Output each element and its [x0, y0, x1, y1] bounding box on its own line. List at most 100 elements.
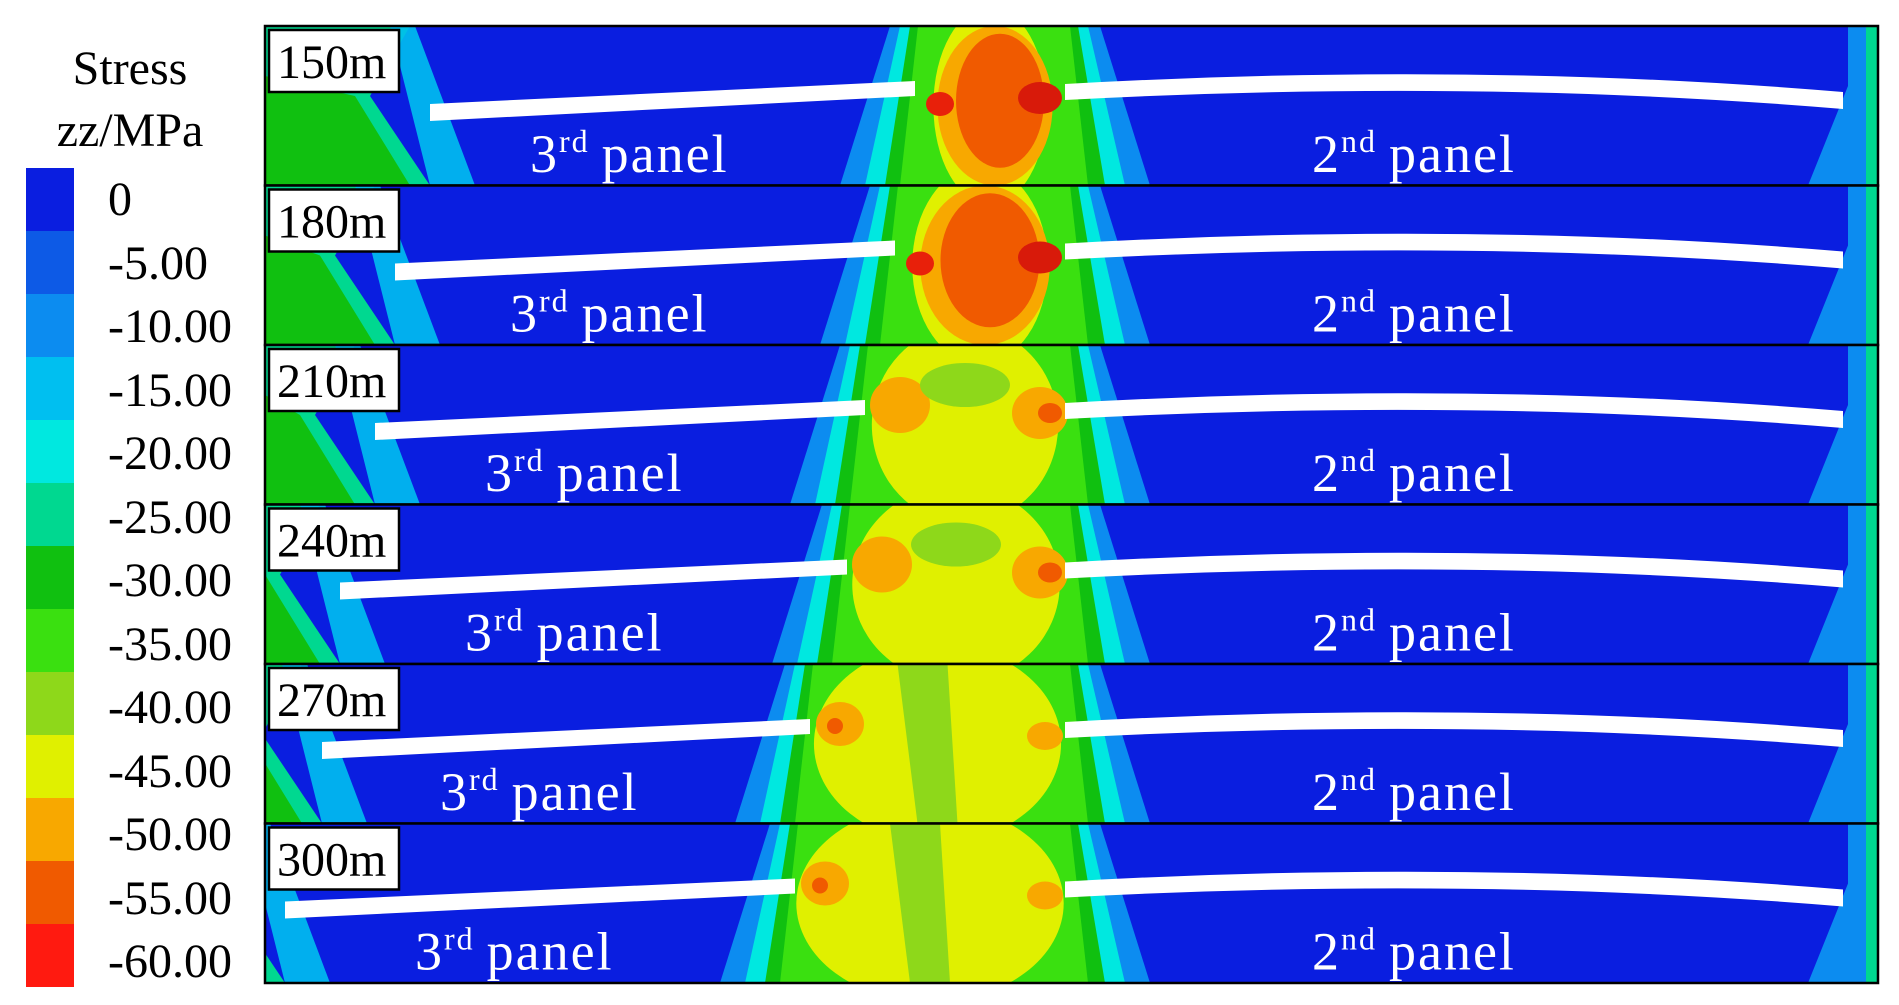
goaf-3rd-panel: [430, 81, 915, 121]
legend-title: Stress zz/MPa: [0, 38, 260, 162]
stress-strip: 210m 3rd panel 2nd panel: [263, 343, 1880, 506]
goaf-3rd-panel: [375, 400, 865, 440]
colorbar-swatch: [26, 672, 74, 735]
stress-strip: 180m 3rd panel 2nd panel: [263, 184, 1880, 347]
contour-region: [1018, 82, 1062, 114]
goaf-2nd-panel: [1065, 712, 1843, 747]
contour-region: [1027, 881, 1063, 910]
goaf-2nd-panel: [1065, 393, 1843, 428]
contour-region: [852, 504, 1060, 664]
colorbar-tick-label: -20.00: [108, 427, 232, 480]
legend-title-line1: Stress: [72, 42, 188, 95]
contour-region: [265, 76, 410, 186]
colorbar-tick-label: -30.00: [108, 554, 232, 607]
goaf-3rd-panel: [322, 719, 810, 759]
colorbar-tick-label: 0: [108, 173, 132, 226]
contour-region: [1866, 26, 1878, 186]
depth-label: 270m: [277, 674, 386, 727]
stress-strip: 270m 3rd panel 2nd panel: [263, 662, 1880, 825]
contour-region: [265, 554, 320, 664]
colorbar-tick-label: -55.00: [108, 871, 232, 925]
colorbar-swatch: [26, 231, 74, 294]
panel-label-3rd: 3rd panel: [510, 283, 709, 344]
contour-region: [1038, 403, 1062, 423]
depth-label-box: [267, 347, 401, 413]
colorbar-tick-label: -50.00: [108, 808, 232, 861]
stress-strip: 150m 3rd panel 2nd panel: [263, 24, 1880, 187]
goaf-3rd-panel: [395, 240, 895, 281]
contour-region: [852, 536, 912, 593]
contour-region: [940, 193, 1040, 328]
goaf-3rd-panel: [285, 878, 795, 919]
contour-region: [812, 877, 828, 894]
goaf-3rd-panel: [340, 559, 847, 600]
colorbar-tick-label: -40.00: [108, 681, 232, 734]
legend-title-line2: zz/MPa: [56, 104, 204, 157]
goaf-2nd-panel: [1065, 871, 1843, 907]
stress-strip: 240m 3rd panel 2nd panel: [263, 503, 1880, 666]
strip-border: [263, 822, 1880, 985]
panel-label-2nd: 2nd panel: [1312, 442, 1516, 503]
contour-region: [956, 33, 1044, 168]
colorbar-tick-label: -5.00: [108, 236, 208, 290]
contour-region: [1018, 241, 1062, 274]
contour-region: [897, 664, 958, 824]
depth-label: 300m: [277, 834, 386, 887]
panel-label-2nd: 2nd panel: [1312, 123, 1516, 184]
contour-region: [1038, 562, 1062, 583]
contour-region: [827, 718, 843, 734]
contour-region: [870, 377, 930, 433]
stress-strip: 300m 3rd panel 2nd panel: [210, 822, 1880, 985]
contour-region: [920, 363, 1010, 407]
contour-region: [1866, 185, 1878, 345]
contour-region: [265, 664, 322, 824]
colorbar-swatch: [26, 735, 74, 798]
colorbar-swatch: [26, 168, 74, 231]
colorbar-swatch: [26, 420, 74, 483]
depth-label: 240m: [277, 515, 386, 568]
contour-region: [265, 823, 285, 983]
contour-region: [1866, 345, 1878, 505]
colorbar-swatch: [26, 609, 74, 672]
colorbar-swatch: [26, 294, 74, 357]
goaf-2nd-panel: [1065, 74, 1843, 109]
colorbar-tick-label: -60.00: [108, 935, 232, 988]
colorbar-tick-label: -10.00: [108, 300, 232, 353]
depth-label: 180m: [277, 196, 386, 249]
colorbar-swatch: [26, 483, 74, 546]
depth-label-box: [267, 188, 401, 253]
depth-label: 210m: [277, 355, 386, 408]
contour-region: [265, 235, 375, 345]
colorbar-tick-label: -15.00: [108, 363, 232, 417]
contour-region: [1866, 504, 1878, 664]
depth-label: 150m: [277, 36, 386, 89]
panel-label-2nd: 2nd panel: [1312, 283, 1516, 344]
contour-region: [906, 251, 934, 276]
depth-label-box: [267, 666, 401, 732]
colorbar-tick-label: -45.00: [108, 744, 232, 798]
colorbar-swatch: [26, 861, 74, 924]
contour-region: [890, 823, 950, 983]
colorbar-swatch: [26, 357, 74, 420]
panel-label-2nd: 2nd panel: [1312, 921, 1516, 982]
colorbar-tick-label: -35.00: [108, 617, 232, 671]
contour-region: [911, 522, 1001, 567]
depth-label-box: [267, 507, 401, 572]
colorbar-swatch: [26, 798, 74, 861]
panel-label-2nd: 2nd panel: [1312, 602, 1516, 663]
contour-region: [265, 395, 355, 505]
panel-label-3rd: 3rd panel: [440, 761, 639, 822]
panel-label-3rd: 3rd panel: [465, 602, 664, 663]
contour-region: [926, 92, 954, 116]
contour-region: [1866, 823, 1878, 983]
panel-label-3rd: 3rd panel: [530, 123, 729, 184]
colorbar-tick-label: -25.00: [108, 490, 232, 544]
contour-region: [210, 874, 265, 984]
colorbar-swatch: [26, 546, 74, 609]
panel-label-3rd: 3rd panel: [415, 921, 614, 982]
colorbar-swatch: [26, 924, 74, 987]
colorbar: [26, 168, 74, 987]
contour-region: [1027, 722, 1063, 750]
contour-region: [265, 714, 302, 824]
